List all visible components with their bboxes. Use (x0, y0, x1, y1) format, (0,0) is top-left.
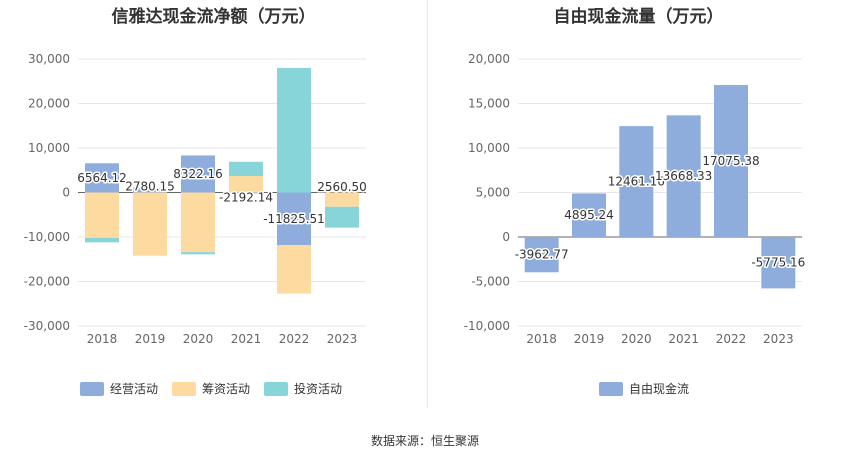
left-legend: 经营活动 筹资活动 投资活动 (80, 380, 342, 397)
data-label: 17075.38 (702, 154, 759, 168)
bar-segment (761, 237, 796, 289)
data-label: 6564.12 (77, 171, 127, 185)
x-tick-label: 2018 (87, 332, 118, 346)
bar-segment (133, 189, 167, 193)
x-tick-label: 2023 (763, 332, 794, 346)
x-tick-label: 2023 (327, 332, 358, 346)
data-label: -5775.16 (751, 256, 805, 270)
right-chart-title: 自由现金流量（万元） (553, 7, 724, 27)
data-label: 13668.33 (655, 169, 712, 183)
y-tick-label: -10,000 (464, 319, 510, 333)
bar-segment (325, 192, 359, 207)
y-tick-label: 10,000 (28, 141, 70, 155)
data-label: 4895.24 (564, 208, 614, 222)
y-tick-label: -20,000 (24, 275, 70, 289)
legend-swatch-financing (172, 381, 197, 396)
x-tick-label: 2021 (231, 332, 262, 346)
bar-segment (133, 192, 167, 256)
bar-segment (85, 237, 119, 243)
legend-swatch-operating (80, 381, 104, 396)
data-label: 2780.15 (125, 179, 175, 193)
bar-segment (619, 126, 654, 237)
y-tick-label: -5,000 (471, 275, 510, 289)
free-cashflow-chart: 20,000 15,000 10,000 5,000 0 -5,000 -10,000 201… (464, 52, 807, 346)
bar-segment (85, 192, 119, 238)
y-tick-label: 0 (502, 230, 510, 244)
legend-item-fcf[interactable]: 自由现金流 (599, 380, 689, 397)
bar-segment (229, 161, 263, 177)
bar-segment (229, 176, 263, 193)
bar-segment (277, 192, 311, 246)
legend-item-financing[interactable]: 筹资活动 (172, 380, 250, 397)
bar-segment (85, 163, 119, 193)
y-tick-label: 30,000 (28, 52, 70, 66)
legend-label-financing: 筹资活动 (202, 382, 251, 396)
y-tick-label: -10,000 (24, 230, 70, 244)
x-tick-label: 2022 (716, 332, 747, 346)
bar-segment (181, 252, 215, 255)
y-tick-label: 20,000 (28, 97, 70, 111)
bar-segment (181, 192, 215, 253)
y-tick-label: 20,000 (468, 52, 510, 66)
cashflow-net-chart: 30,000 20,000 10,000 0 -10,000 -20,000 -30,000… (24, 52, 369, 346)
data-label: 2560.50 (317, 180, 367, 194)
bar-segment (277, 245, 311, 294)
data-label: -2192.14 (219, 190, 273, 204)
x-tick-label: 2019 (574, 332, 605, 346)
bar-segment (524, 237, 559, 273)
right-legend: 自由现金流 (599, 380, 689, 397)
x-tick-label: 2018 (526, 332, 557, 346)
data-label: 8322.16 (173, 167, 223, 181)
bar-segment (229, 192, 263, 194)
left-chart-title: 信雅达现金流净额（万元） (111, 7, 316, 27)
bar-segment (572, 193, 606, 237)
data-label: 12461.16 (608, 175, 665, 189)
legend-label-fcf: 自由现金流 (629, 382, 690, 396)
x-tick-label: 2020 (183, 332, 214, 346)
y-tick-label: -30,000 (24, 319, 70, 333)
bar-segment (666, 115, 701, 237)
data-source-note: 数据来源：恒生聚源 (370, 434, 479, 448)
legend-swatch-fcf (599, 381, 623, 396)
bar-segment (325, 206, 359, 228)
x-tick-label: 2020 (621, 332, 652, 346)
bar-segment (181, 155, 215, 193)
chart-divider (427, 0, 428, 408)
bar-segment (714, 85, 748, 238)
x-tick-label: 2021 (668, 332, 699, 346)
y-tick-label: 0 (62, 186, 70, 200)
data-label: -3962.77 (515, 248, 569, 262)
legend-swatch-investing (264, 381, 289, 396)
y-tick-label: 5,000 (476, 186, 510, 200)
legend-label-investing: 投资活动 (294, 382, 343, 396)
legend-label-operating: 经营活动 (110, 382, 159, 396)
bar-segment (277, 67, 311, 193)
x-tick-label: 2019 (135, 332, 166, 346)
legend-item-investing[interactable]: 投资活动 (264, 380, 342, 397)
bar-segment (133, 187, 167, 190)
x-tick-label: 2022 (279, 332, 310, 346)
legend-item-operating[interactable]: 经营活动 (80, 380, 158, 397)
y-tick-label: 10,000 (468, 141, 510, 155)
y-tick-label: 15,000 (468, 97, 510, 111)
data-label: -11825.51 (263, 212, 325, 226)
